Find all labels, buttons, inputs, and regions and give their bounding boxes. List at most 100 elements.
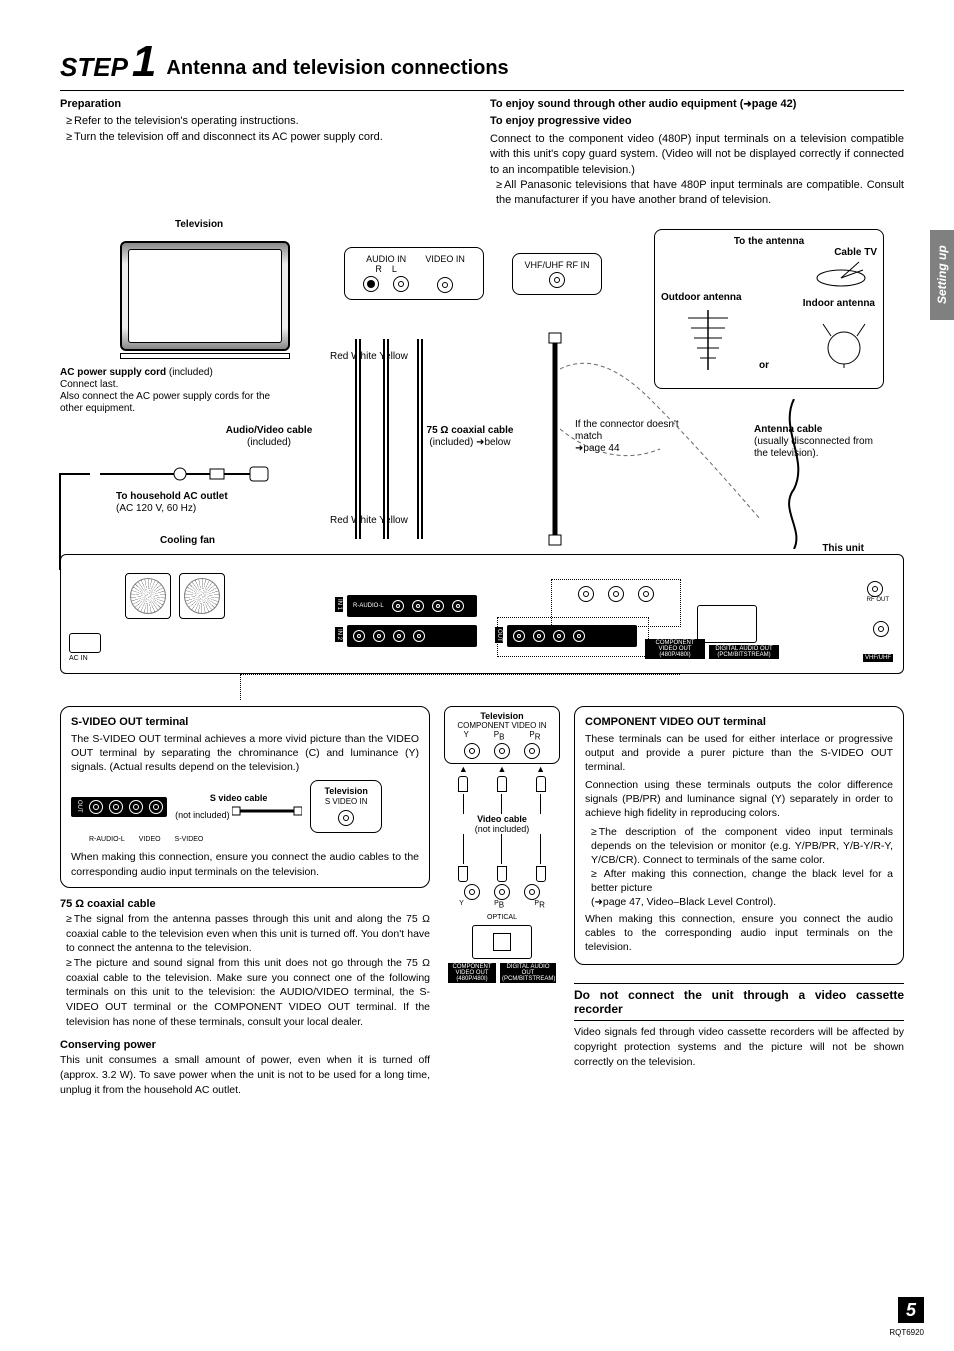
svideo-tv-panel: Television S VIDEO IN: [310, 780, 382, 833]
digital-out-chip: DIGITAL AUDIO OUT (PCM/BITSTREAM): [709, 645, 779, 659]
antenna-cable-icon: [774, 399, 814, 549]
fan-icon: [179, 573, 225, 619]
title-row: STEP 1 Antenna and television connection…: [60, 40, 904, 84]
rca-icon: [464, 743, 480, 759]
rf-out-label: RF OUT: [867, 597, 889, 603]
rca-icon: [464, 884, 480, 900]
bottom-row: S-VIDEO OUT terminal The S-VIDEO OUT ter…: [60, 706, 904, 1098]
unit-back-panel: AC IN IN 1 R-AUDIO-L IN 2 OUT: [60, 554, 904, 674]
rca-icon: [524, 743, 540, 759]
plug-row: [444, 776, 560, 792]
rf-in-port: [873, 621, 889, 637]
prep-column: Preparation Refer to the television's op…: [60, 97, 474, 209]
port-text: R-AUDIO-L: [353, 603, 384, 609]
ac-cord-annot: AC power supply cord (included) Connect …: [60, 367, 280, 415]
arrow-icon: [743, 98, 751, 110]
pb-label: PB: [494, 730, 505, 742]
bottom-left-col: S-VIDEO OUT terminal The S-VIDEO OUT ter…: [60, 706, 430, 1098]
video-cable-annot: Video cable (not included): [444, 814, 560, 834]
rca-icon: [109, 800, 123, 814]
cooling-fan-label: Cooling fan: [160, 535, 215, 547]
comp-out-chip: COMPONENT VIDEO OUT (480P/480I): [448, 963, 496, 983]
vhf-uhf-label: VHF/UHF: [863, 654, 893, 662]
cabletv-icon: [811, 258, 871, 288]
svideo-heading: S-VIDEO OUT terminal: [71, 715, 419, 730]
rca-icon: [373, 630, 385, 642]
cable-lines: [444, 834, 560, 864]
video-in-label: VIDEO IN: [425, 254, 465, 264]
audio-equip-ref: page 42): [752, 98, 797, 110]
audio-equip-heading: To enjoy sound through other audio equip…: [490, 97, 904, 112]
plug-row: [444, 866, 560, 882]
av-in-panel: AUDIO IN R L VIDEO IN: [344, 247, 484, 300]
progressive-body: Connect to the component video (480P) in…: [490, 132, 904, 178]
port-text: VIDEO: [139, 835, 161, 844]
av-cable-icon: [340, 329, 440, 549]
page-number: 5: [898, 1297, 924, 1323]
outdoor-label: Outdoor antenna: [661, 292, 742, 303]
tv-screen: [128, 249, 282, 343]
svideo-cable-icon: [232, 804, 302, 818]
optical-port: [697, 605, 757, 643]
cabletv-label: Cable TV: [661, 247, 877, 258]
rca-icon: [638, 586, 654, 602]
rca-icon: [353, 630, 365, 642]
rca-icon: [432, 600, 444, 612]
audio-equip-text: To enjoy sound through other audio equip…: [490, 98, 743, 110]
component-item: After making this connection, change the…: [591, 867, 893, 910]
plug-icon: [497, 776, 507, 792]
svideo-in-label: S VIDEO IN: [317, 797, 375, 808]
prep-item: Turn the television off and disconnect i…: [66, 130, 474, 145]
rca-icon: [89, 800, 103, 814]
rca-icon: [494, 884, 510, 900]
conserve-heading: Conserving power: [60, 1039, 430, 1051]
prep-heading: Preparation: [60, 97, 474, 112]
arrows-up: ▲▲▲: [444, 764, 560, 774]
svideo-cable-annot: S video cable (not included): [175, 792, 302, 821]
ac-cord-label: AC power supply cord: [60, 367, 166, 378]
ac-plug-icon: [100, 459, 280, 489]
bottom-rca-row: [444, 884, 560, 900]
coax-icon: [873, 621, 889, 637]
plug-icon: [458, 866, 468, 882]
indoor-antenna-icon: [821, 322, 867, 368]
rca-icon: [392, 600, 404, 612]
dig-out-chip: DIGITAL AUDIO OUT (PCM/BITSTREAM): [500, 963, 556, 983]
ac-in-port: [69, 633, 101, 653]
dotted-leader-v: [240, 674, 241, 700]
page-title: Antenna and television connections: [166, 57, 508, 80]
vcr-warning-body: Video signals fed through video cassette…: [574, 1025, 904, 1069]
rca-jack-icon: [363, 276, 379, 292]
included-label: (included): [169, 367, 213, 378]
rca-icon: [578, 586, 594, 602]
pr-label: PR: [529, 730, 540, 742]
svideo-jack-icon: [338, 810, 354, 826]
indoor-label: Indoor antenna: [803, 298, 875, 309]
pr-label: PR: [534, 900, 544, 909]
to-outlet-note: (AC 120 V, 60 Hz): [116, 503, 196, 514]
mini-port-labels: R-AUDIO-L VIDEO S-VIDEO: [89, 835, 419, 844]
component-item: The description of the component video i…: [591, 825, 893, 868]
rca-icon: [452, 600, 464, 612]
port-strip: R-AUDIO-L: [347, 595, 477, 617]
component-tail: When making this connection, ensure you …: [585, 912, 893, 955]
rf-in-panel: VHF/UHF RF IN: [512, 253, 602, 295]
mini-port-strip: OUT: [71, 797, 167, 817]
step-number: 1: [132, 40, 156, 84]
audio-in-label: AUDIO IN: [363, 254, 409, 264]
tv-mini-label: Television: [324, 786, 367, 796]
ac-in-label: AC IN: [69, 655, 88, 662]
svideo-box: S-VIDEO OUT terminal The S-VIDEO OUT ter…: [60, 706, 430, 888]
prep-item: Refer to the television's operating inst…: [66, 114, 474, 129]
component-b2-ref: page 47, Video–Black Level Control).: [603, 896, 776, 908]
cable-lines: [444, 794, 560, 814]
port-text: S-VIDEO: [175, 835, 204, 844]
vcr-warning-heading: Do not connect the unit through a video …: [574, 983, 904, 1021]
l-label: L: [392, 264, 397, 274]
plug-icon: [458, 776, 468, 792]
svideo-body: The S-VIDEO OUT terminal achieves a more…: [71, 732, 419, 775]
title-rule: [60, 90, 904, 91]
component-p1: These terminals can be used for either i…: [585, 732, 893, 775]
coax-icon: [867, 581, 883, 597]
rca-jack-icon: [437, 277, 453, 293]
